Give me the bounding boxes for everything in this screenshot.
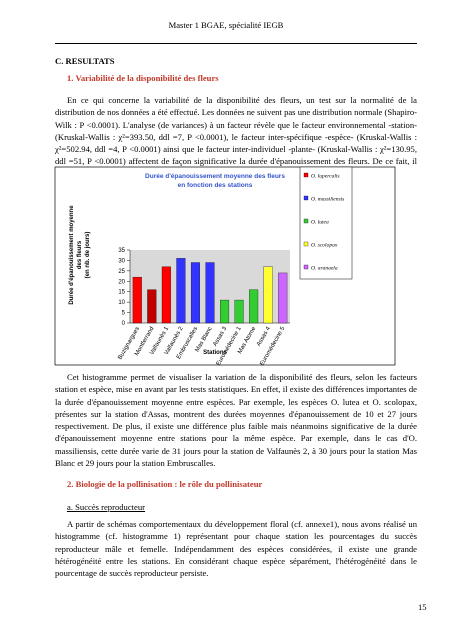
bar [234, 299, 244, 324]
bar [249, 289, 259, 324]
header-rule [55, 43, 417, 44]
legend-label: O. aranaela [311, 266, 338, 272]
bar [190, 262, 200, 324]
y-tick-label: 35 [118, 248, 125, 254]
y-tick-label: 0 [122, 321, 126, 327]
legend-label: O. lupercalis [311, 174, 340, 180]
legend-swatch [303, 264, 309, 270]
y-axis-label: des fleurs [77, 240, 83, 269]
section-title: C. RESULTATS [55, 56, 115, 66]
bar [205, 262, 215, 324]
bar [132, 276, 142, 324]
bar [161, 266, 171, 324]
legend-label: O. lutea [311, 220, 329, 226]
x-axis-label: Stations [203, 350, 227, 356]
page-number: 15 [418, 602, 427, 612]
y-tick-label: 5 [122, 311, 126, 317]
y-axis-label: Durée d'épanouissement moyenne [69, 205, 75, 305]
chart-title: en fonction des stations [178, 182, 253, 189]
y-tick-label: 30 [118, 258, 125, 264]
legend-label: O. scolopax [311, 243, 338, 249]
subsubsection-title: a. Succès reproducteur [67, 502, 146, 512]
subsection-title: 2. Biologie de la pollinisation : le rôl… [67, 479, 263, 489]
legend-swatch [303, 241, 309, 247]
bar [176, 258, 186, 324]
bar [278, 272, 288, 324]
chart-title: Durée d'épanouissement moyenne des fleur… [145, 173, 285, 180]
y-tick-label: 25 [118, 269, 125, 275]
legend-swatch [303, 195, 309, 201]
subsection-title: 1. Variabilité de la disponibilité des f… [67, 73, 219, 83]
y-axis-label: (en nb. de jours) [85, 232, 91, 279]
paragraph: A partir de schémas comportementaux du d… [55, 519, 417, 579]
y-tick-label: 20 [118, 279, 125, 285]
legend-swatch [303, 218, 309, 224]
legend-swatch [303, 172, 309, 178]
legend-box [299, 166, 353, 280]
paragraph: Cet histogramme permet de visualiser la … [55, 372, 417, 469]
y-tick-label: 10 [118, 300, 125, 306]
y-tick-label: 15 [118, 290, 125, 296]
header: Master 1 BGAE, spécialité IEGB [168, 20, 284, 30]
bar [220, 299, 230, 324]
legend-label: O. massiliensis [311, 197, 344, 203]
bar [147, 289, 157, 324]
bar [263, 266, 273, 324]
